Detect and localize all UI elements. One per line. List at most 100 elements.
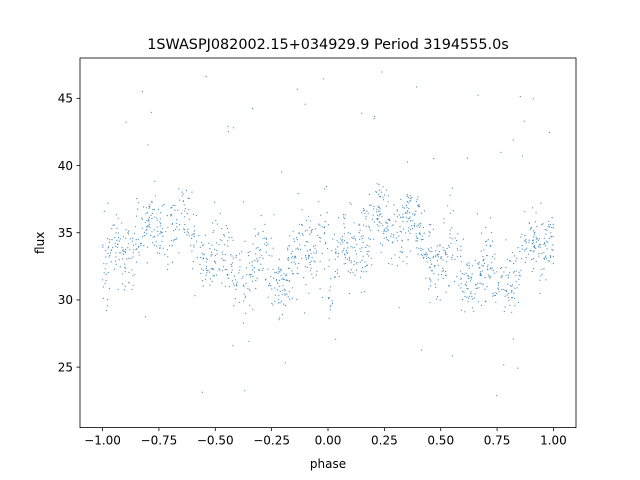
data-point [506, 258, 508, 260]
data-point [392, 241, 394, 243]
data-point [200, 272, 202, 275]
data-point [216, 249, 218, 251]
data-point [310, 253, 312, 255]
data-point [170, 215, 172, 217]
data-point [231, 280, 233, 282]
chart-title: 1SWASPJ082002.15+034929.9 Period 3194555… [147, 37, 509, 53]
data-point [112, 247, 114, 249]
data-point [262, 269, 264, 271]
data-point [523, 120, 525, 122]
data-point [283, 273, 285, 275]
data-point [318, 201, 320, 203]
data-point [243, 300, 245, 302]
data-point [354, 274, 356, 276]
data-point [162, 247, 164, 249]
data-point [456, 239, 458, 242]
data-point [239, 266, 241, 268]
data-point [272, 304, 274, 306]
data-point [352, 237, 354, 240]
data-point [319, 240, 321, 243]
data-point [361, 259, 363, 261]
data-point [535, 260, 537, 262]
data-point [544, 242, 546, 244]
data-point [191, 268, 194, 270]
data-point [505, 289, 507, 292]
data-point [543, 268, 545, 270]
data-point [284, 293, 286, 295]
data-point [461, 261, 463, 263]
data-point [107, 252, 109, 255]
data-point [231, 236, 233, 238]
data-point [144, 221, 146, 223]
data-point [186, 234, 188, 236]
data-point [336, 272, 339, 274]
data-point [188, 218, 190, 220]
data-point [471, 307, 474, 309]
data-point [387, 201, 389, 203]
data-point [289, 235, 291, 237]
data-point [453, 280, 455, 283]
data-point [155, 240, 157, 243]
data-point [156, 219, 158, 221]
data-point [135, 215, 138, 217]
data-point [551, 217, 553, 219]
data-point [345, 249, 347, 251]
data-point [313, 245, 315, 247]
data-point [545, 245, 547, 247]
data-point [507, 292, 509, 294]
data-point [107, 237, 109, 240]
data-point [481, 264, 483, 267]
data-point [286, 293, 288, 295]
data-point [221, 251, 223, 253]
data-point [462, 238, 464, 240]
data-point [280, 300, 283, 302]
data-point [202, 258, 204, 260]
data-point [422, 248, 424, 250]
data-point [318, 223, 320, 225]
data-point [332, 238, 334, 240]
data-point [521, 248, 523, 250]
data-point [442, 259, 444, 261]
data-point [371, 218, 373, 220]
data-point [492, 270, 494, 272]
data-point [157, 234, 159, 236]
data-point [124, 285, 126, 287]
data-point [343, 233, 345, 235]
data-point [233, 285, 235, 287]
data-point [117, 288, 119, 290]
data-point [366, 264, 368, 266]
data-point [249, 304, 251, 306]
data-point [107, 202, 109, 204]
data-point [478, 267, 480, 269]
data-point [143, 245, 145, 247]
data-point [131, 240, 133, 242]
data-point [159, 233, 161, 235]
data-point [360, 235, 362, 237]
data-point [121, 246, 123, 248]
data-point [244, 240, 246, 242]
data-point [210, 268, 212, 270]
data-point [249, 262, 251, 264]
data-point [245, 312, 247, 314]
data-point [215, 262, 217, 264]
data-point [288, 280, 290, 282]
data-point [373, 221, 375, 223]
data-point [233, 305, 235, 307]
data-point [282, 277, 284, 279]
data-point [171, 214, 173, 216]
data-point [249, 251, 251, 253]
data-point [454, 237, 456, 239]
data-point [468, 297, 470, 299]
data-point [152, 242, 154, 244]
data-point [498, 284, 500, 286]
data-point [293, 261, 295, 263]
data-point [148, 223, 151, 225]
data-point [195, 214, 197, 217]
data-point [363, 210, 365, 212]
data-point [451, 187, 453, 189]
data-point [539, 292, 541, 294]
data-point [342, 214, 344, 216]
data-point [484, 277, 486, 279]
data-point [448, 246, 451, 248]
data-point [104, 282, 106, 285]
